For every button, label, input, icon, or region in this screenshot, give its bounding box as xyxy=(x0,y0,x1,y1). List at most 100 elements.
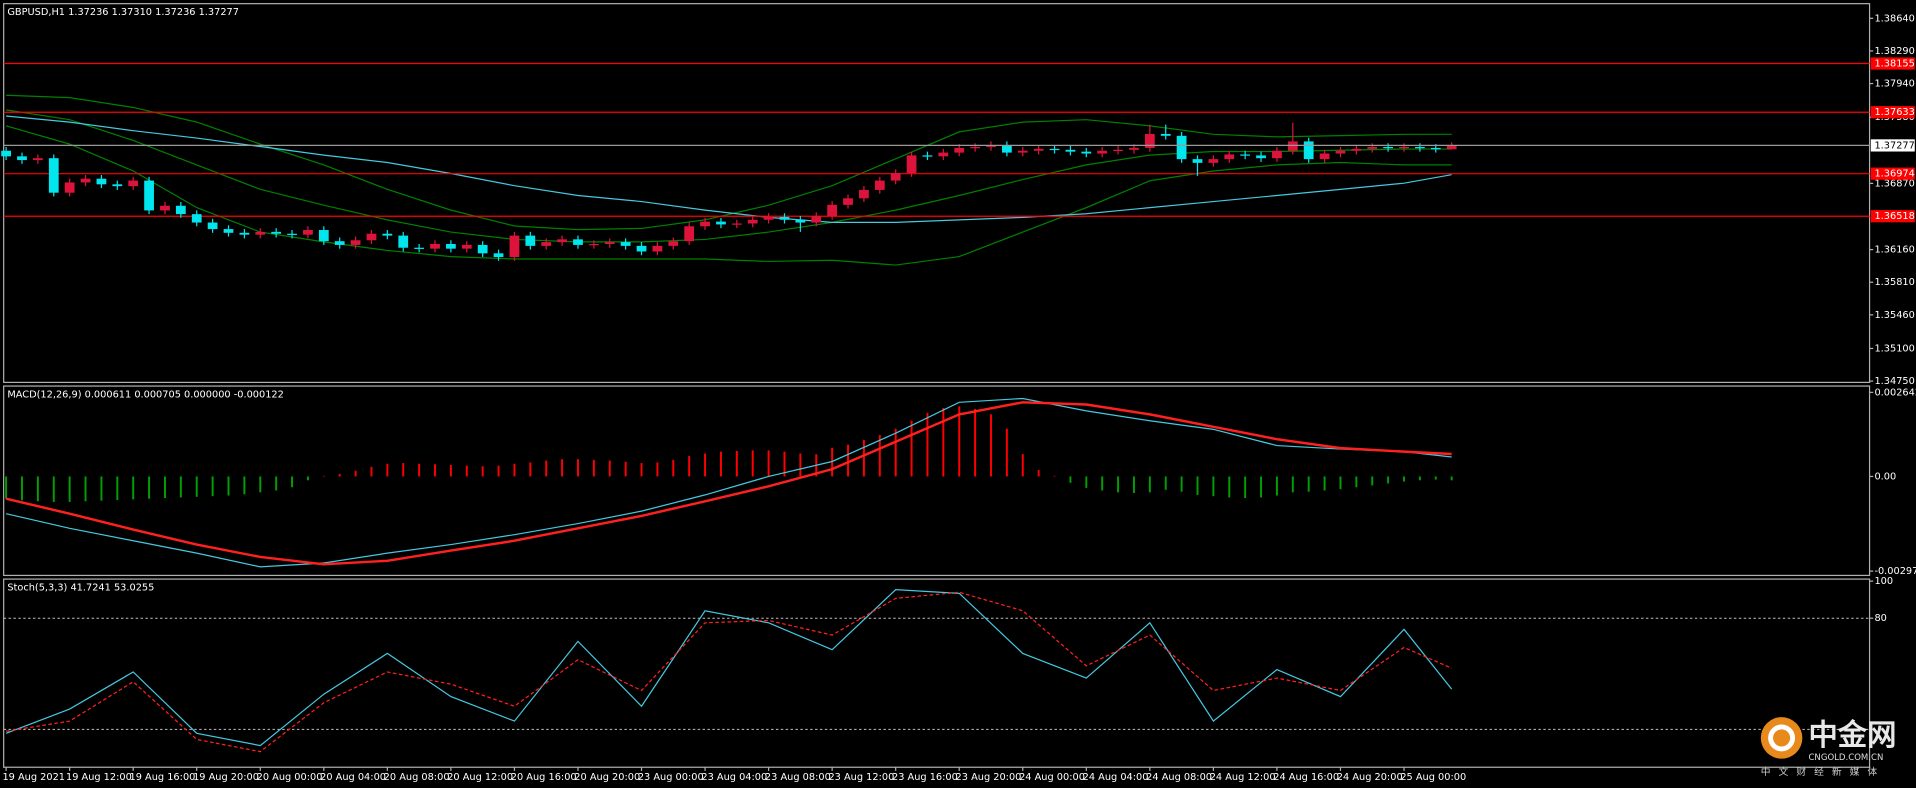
level-label: 1.37633 xyxy=(1874,107,1914,118)
candle-body xyxy=(1383,147,1394,149)
level-label: 1.36974 xyxy=(1874,169,1914,180)
candle-body xyxy=(1176,135,1187,160)
plot-layer: 1.386401.382901.379401.375801.368701.361… xyxy=(1,7,1916,783)
x-tick-label: 24 Aug 16:00 xyxy=(1273,772,1339,783)
candle-body xyxy=(1224,154,1235,160)
candle-body xyxy=(223,229,234,233)
candle-body xyxy=(17,156,27,161)
macd-panel xyxy=(3,385,1871,577)
candle-body xyxy=(827,204,838,217)
candle-body xyxy=(1160,133,1171,136)
candle-body xyxy=(509,235,520,258)
candle-body xyxy=(859,189,869,199)
candle-body xyxy=(414,247,425,249)
candle-body xyxy=(271,231,282,234)
candle-body xyxy=(1113,149,1123,152)
candle-body xyxy=(1144,133,1155,148)
candle-body xyxy=(1367,147,1378,149)
candle-body xyxy=(1303,141,1314,160)
current-price-label: 1.37277 xyxy=(1874,140,1914,151)
x-tick-label: 24 Aug 00:00 xyxy=(1019,772,1085,783)
candle-body xyxy=(779,216,790,220)
candle-body xyxy=(874,180,885,190)
level-label: 1.36518 xyxy=(1874,211,1914,222)
candle-body xyxy=(191,214,202,223)
x-tick-label: 20 Aug 12:00 xyxy=(447,772,513,783)
candle-body xyxy=(954,147,965,153)
candle-body xyxy=(64,182,75,193)
indicator-line xyxy=(5,589,1453,747)
current-price-tag xyxy=(1870,139,1915,152)
x-tick-label: 19 Aug 12:00 xyxy=(66,772,132,783)
candle-body xyxy=(986,145,996,148)
candle-body xyxy=(1430,147,1441,150)
x-tick-label: 23 Aug 04:00 xyxy=(701,772,767,783)
candle-body xyxy=(890,173,901,181)
candle-body xyxy=(620,242,631,246)
candle-body xyxy=(1272,150,1282,159)
candle-body xyxy=(430,243,440,249)
x-tick-label: 24 Aug 04:00 xyxy=(1083,772,1149,783)
candle-body xyxy=(1319,153,1330,160)
candle-body xyxy=(287,233,297,235)
candle-body xyxy=(747,219,758,224)
candle-body xyxy=(477,244,488,254)
candle-body xyxy=(239,232,250,235)
candle-body xyxy=(1446,145,1457,150)
logo-circle xyxy=(1760,717,1803,759)
x-tick-label: 24 Aug 20:00 xyxy=(1337,772,1403,783)
candle-body xyxy=(636,245,647,252)
candle-body xyxy=(1351,148,1362,151)
candle-body xyxy=(461,244,472,249)
candle-body xyxy=(366,233,377,241)
candle-body xyxy=(1287,141,1298,151)
level-tag xyxy=(1870,210,1915,223)
watermark-tagline: 中 文 财 经 新 媒 体 xyxy=(1761,765,1880,778)
candle-body xyxy=(1335,150,1346,154)
candle-body xyxy=(334,241,345,245)
y-tick-label: 1.35460 xyxy=(1874,310,1914,321)
candle-body xyxy=(716,221,726,225)
candle-body xyxy=(684,226,695,242)
candle-body xyxy=(1001,145,1012,153)
candle-body xyxy=(1017,150,1028,153)
y-tick-label: 1.38290 xyxy=(1874,46,1914,57)
candle-body xyxy=(32,158,43,161)
y-tick-label: -0.002975 xyxy=(1874,566,1916,577)
candle-body xyxy=(398,235,409,248)
candle-body xyxy=(1415,147,1425,149)
candle-body xyxy=(255,231,266,235)
y-tick-label: 1.35100 xyxy=(1874,343,1914,354)
candle-body xyxy=(700,221,710,227)
candle-body xyxy=(48,158,59,193)
watermark-name: 中金网 xyxy=(1808,718,1896,752)
candle-body xyxy=(906,155,917,174)
candle-body xyxy=(382,233,393,236)
x-tick-label: 20 Aug 08:00 xyxy=(384,772,450,783)
candle-body xyxy=(843,198,853,205)
candle-body xyxy=(668,241,679,246)
candle-body xyxy=(318,230,329,242)
panel-title: MACD(12,26,9) 0.000611 0.000705 0.000000… xyxy=(7,390,284,401)
level-tag xyxy=(1870,167,1915,180)
candle-body xyxy=(1240,154,1251,156)
candle-body xyxy=(1065,149,1076,152)
candle-body xyxy=(1081,151,1092,154)
candle-body xyxy=(1033,148,1044,151)
x-tick-label: 23 Aug 08:00 xyxy=(765,772,831,783)
x-tick-label: 19 Aug 16:00 xyxy=(130,772,196,783)
candle-body xyxy=(1192,159,1203,163)
candle-body xyxy=(96,178,107,185)
indicator-line xyxy=(5,397,1452,568)
candle-body xyxy=(541,242,552,246)
candle-body xyxy=(604,242,615,244)
candle-body xyxy=(1399,147,1409,149)
candle-body xyxy=(112,184,123,187)
panel-title: Stoch(5,3,3) 41.7241 53.0255 xyxy=(7,583,154,594)
candle-body xyxy=(938,152,949,157)
candle-body xyxy=(303,230,313,235)
candle-body xyxy=(207,222,218,230)
price-panel xyxy=(3,3,1871,384)
